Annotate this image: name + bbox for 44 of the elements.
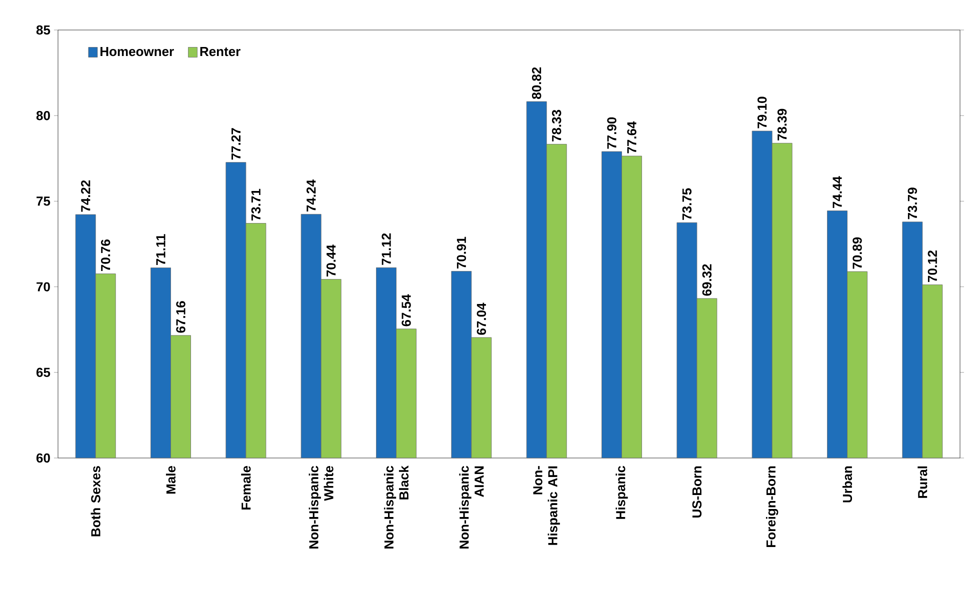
- y-tick-label: 85: [36, 25, 50, 35]
- data-label: 70.12: [928, 250, 938, 282]
- x-tick-label: Non-Hispanic API: [533, 466, 560, 545]
- data-label: 69.32: [702, 264, 712, 296]
- data-label: 70.76: [100, 240, 110, 272]
- data-label: 77.64: [627, 121, 636, 154]
- x-tick-label: US-Born: [692, 466, 702, 518]
- legend-label: Renter: [200, 47, 240, 56]
- x-tick-label: Non-Hispanic Black: [384, 466, 409, 548]
- x-tick-label: Non-Hispanic White: [308, 466, 334, 548]
- data-label: 80.82: [532, 67, 542, 99]
- y-tick-label: 80: [36, 110, 50, 120]
- data-label: 74.24: [306, 180, 316, 212]
- x-tick-label: Rural: [918, 466, 928, 498]
- data-label: 79.10: [757, 96, 767, 128]
- x-tick-label: Male: [166, 466, 176, 494]
- data-label: 71.11: [156, 234, 166, 266]
- x-tick-label: Non-Hispanic AIAN: [459, 466, 484, 548]
- data-label: 67.16: [176, 301, 186, 333]
- x-tick-label: Hispanic: [616, 466, 628, 519]
- data-label: 71.12: [382, 233, 391, 265]
- y-tick-label: 65: [36, 368, 50, 377]
- data-label: 78.33: [552, 110, 562, 142]
- data-label: 70.89: [852, 237, 862, 269]
- x-tick-label: Female: [241, 466, 251, 510]
- data-label: 77.27: [231, 128, 240, 160]
- y-tick-label: 60: [36, 453, 50, 463]
- data-label: 70.44: [326, 244, 336, 276]
- data-label: 73.71: [251, 188, 261, 221]
- x-tick-label: Foreign-Born: [766, 466, 778, 547]
- data-label: 70.91: [456, 236, 466, 268]
- data-label: 74.44: [832, 176, 842, 208]
- data-label: 74.22: [81, 180, 90, 212]
- y-tick-label: 70: [36, 282, 50, 292]
- data-label: 73.79: [908, 188, 918, 220]
- y-tick-label: 75: [36, 196, 50, 206]
- legend-label: Homeowner: [100, 47, 174, 56]
- data-label: 67.04: [476, 302, 486, 335]
- data-label: 67.54: [402, 294, 411, 326]
- x-tick-label: Urban: [842, 466, 852, 502]
- x-tick-label: Both Sexes: [90, 466, 100, 536]
- data-label: 73.75: [682, 188, 692, 220]
- data-label: 77.90: [607, 117, 616, 149]
- data-label: 78.39: [777, 108, 787, 140]
